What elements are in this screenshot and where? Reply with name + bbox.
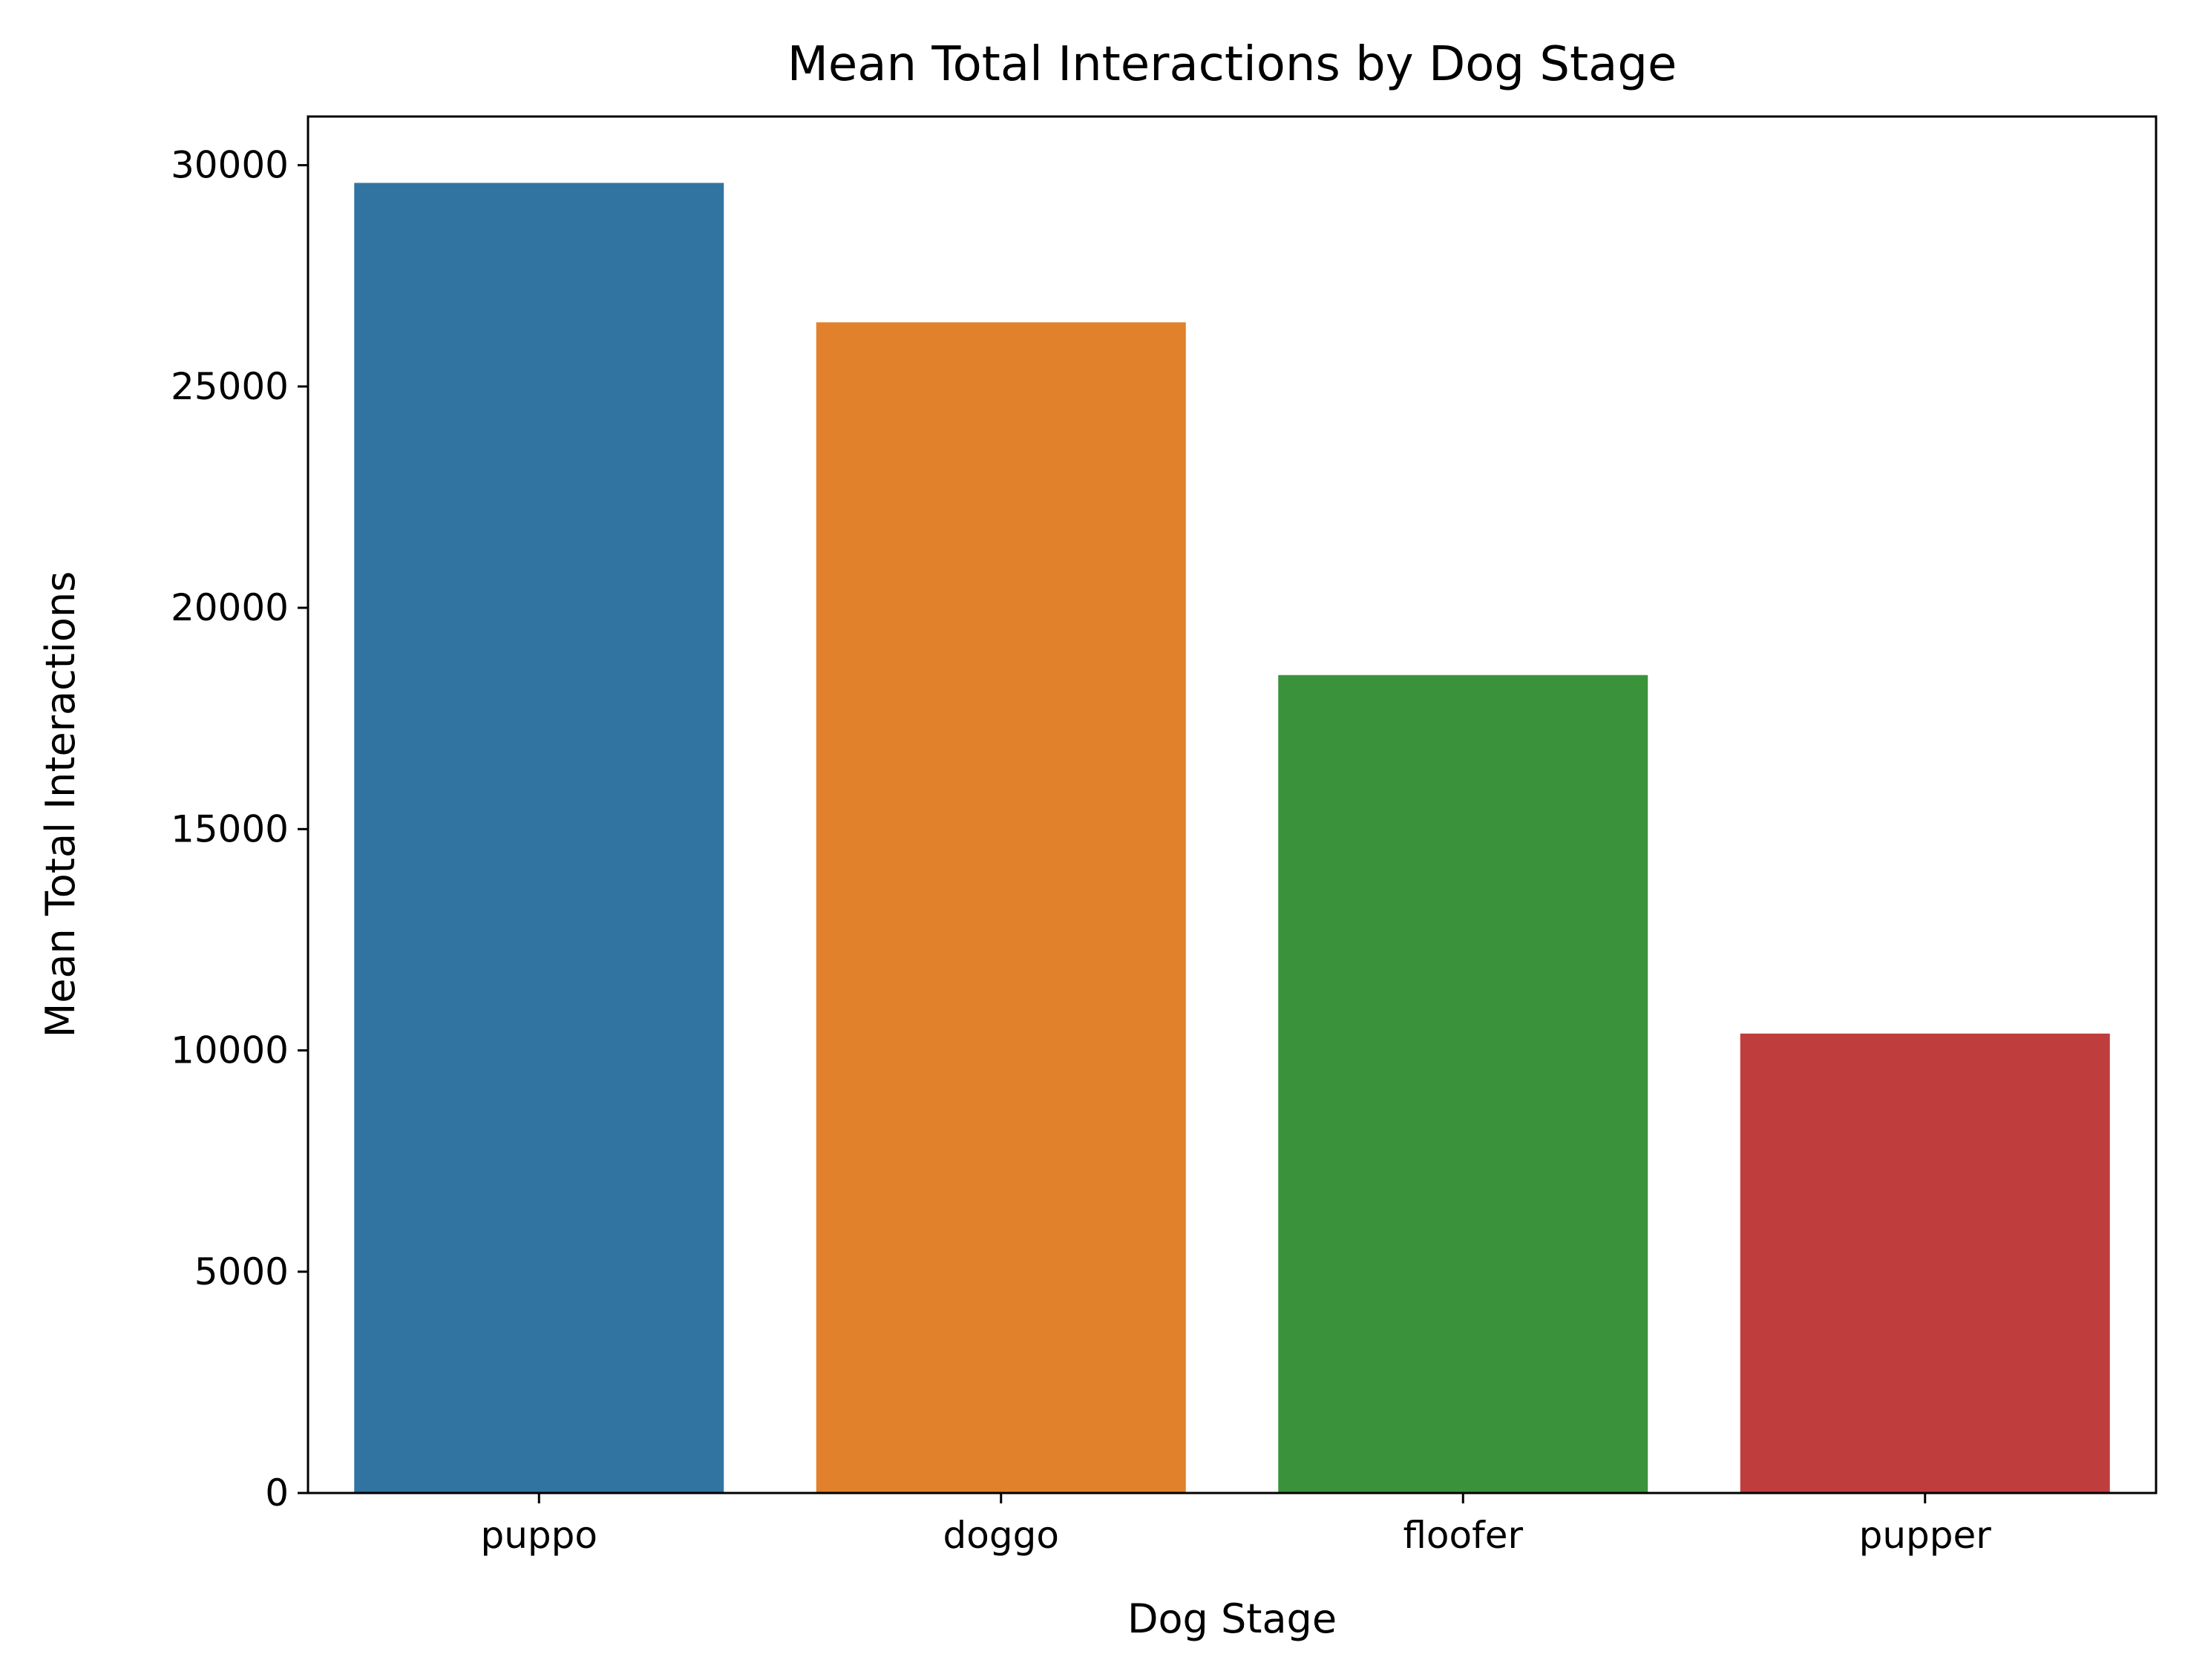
y-tick-label-20000: 20000 — [171, 586, 289, 629]
y-axis-ticks: 0 5000 10000 15000 20000 25000 30000 — [171, 144, 308, 1515]
y-tick-label-15000: 15000 — [171, 807, 289, 850]
x-tick-label-doggo: doggo — [943, 1514, 1059, 1557]
bar-floofer — [1278, 675, 1648, 1493]
chart-title: Mean Total Interactions by Dog Stage — [787, 37, 1677, 92]
y-tick-label-30000: 30000 — [171, 144, 289, 187]
bar-doggo — [816, 322, 1186, 1493]
bars-layer — [354, 183, 2110, 1493]
y-tick-label-25000: 25000 — [171, 365, 289, 408]
y-tick-label-0: 0 — [265, 1471, 289, 1515]
x-tick-label-puppo: puppo — [481, 1514, 598, 1557]
bar-puppo — [354, 183, 724, 1493]
x-axis-ticks: puppo doggo floofer pupper — [481, 1493, 1992, 1557]
x-axis-title: Dog Stage — [1127, 1595, 1337, 1642]
bar-pupper — [1740, 1033, 2110, 1493]
y-tick-label-5000: 5000 — [194, 1250, 289, 1293]
y-axis-title: Mean Total Interactions — [37, 571, 84, 1038]
x-tick-label-pupper: pupper — [1859, 1514, 1992, 1557]
plot-frame — [307, 115, 2158, 1494]
x-tick-label-floofer: floofer — [1403, 1514, 1523, 1557]
y-tick-label-10000: 10000 — [171, 1029, 289, 1072]
